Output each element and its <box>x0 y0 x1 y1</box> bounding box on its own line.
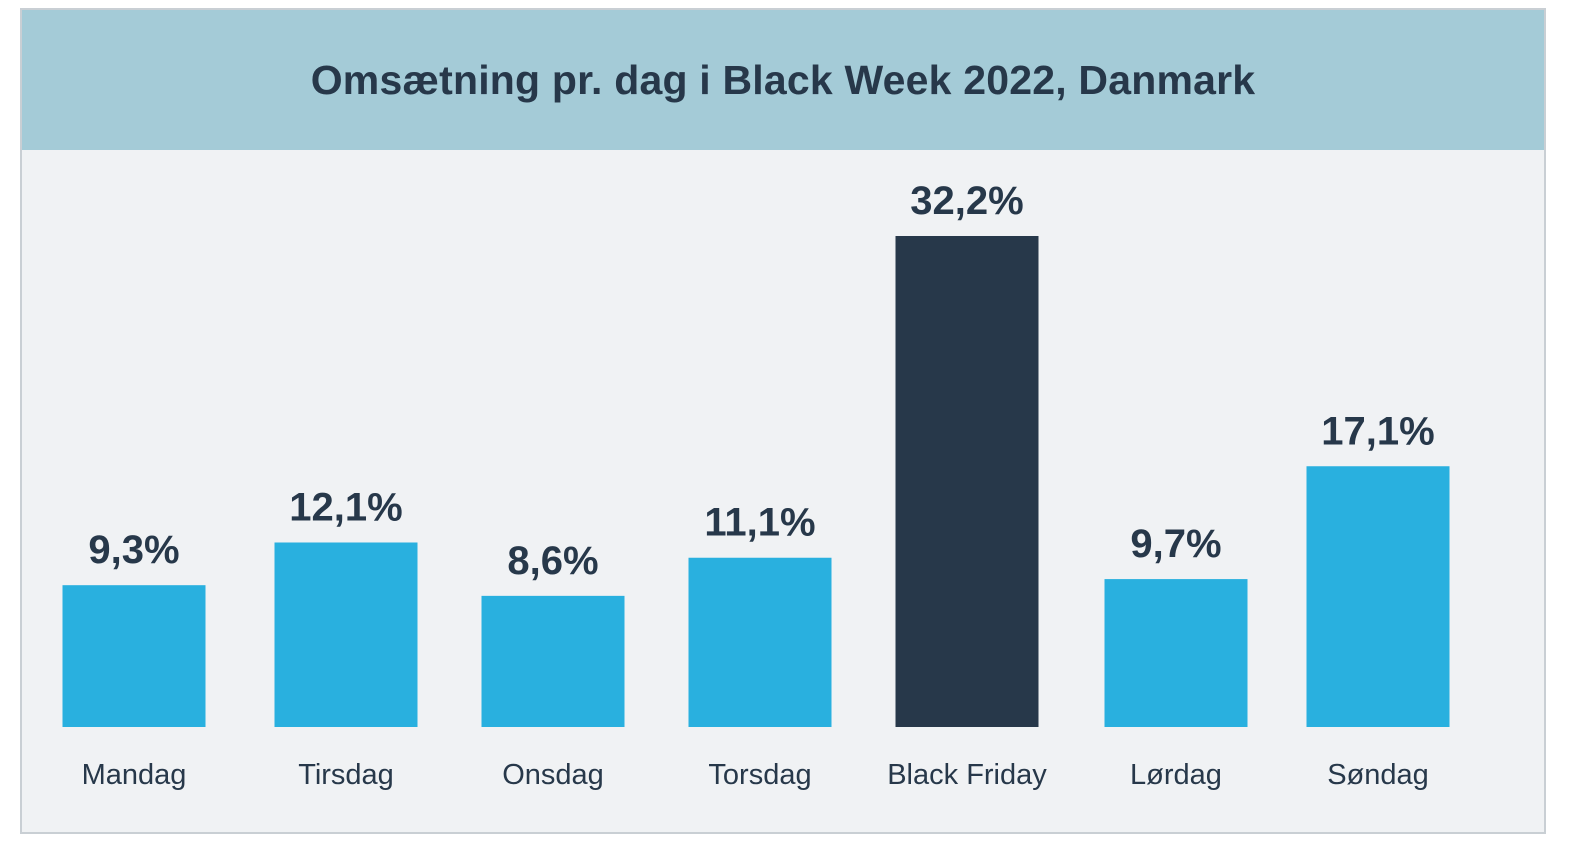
value-label: 11,1% <box>704 501 815 545</box>
value-label: 32,2% <box>910 179 1023 223</box>
bar-mandag <box>62 585 206 727</box>
chart-header: Omsætning pr. dag i Black Week 2022, Dan… <box>22 10 1544 150</box>
category-label: Søndag <box>1327 759 1429 791</box>
bar-søndag <box>1306 466 1450 727</box>
value-label: 8,6% <box>507 539 598 583</box>
category-label: Lørdag <box>1130 759 1222 791</box>
bar-torsdag <box>688 557 832 727</box>
category-label: Black Friday <box>887 759 1047 791</box>
value-label: 17,1% <box>1321 409 1434 453</box>
chart-card: Omsætning pr. dag i Black Week 2022, Dan… <box>20 8 1546 834</box>
bar-onsdag <box>481 595 625 727</box>
bar-tirsdag <box>274 542 418 727</box>
category-label: Torsdag <box>708 759 811 791</box>
bar-black-friday <box>895 236 1039 727</box>
bar-chart: 9,3% Mandag 12,1% Tirsdag 8,6% Onsdag 11,1% Tor… <box>62 179 1450 791</box>
value-label: 9,3% <box>88 528 179 572</box>
category-label: Mandag <box>82 759 187 791</box>
category-label: Onsdag <box>502 759 604 791</box>
chart-title: Omsætning pr. dag i Black Week 2022, Dan… <box>310 56 1256 103</box>
value-label: 9,7% <box>1130 522 1221 566</box>
category-label: Tirsdag <box>298 759 394 791</box>
bar-lørdag <box>1104 579 1248 727</box>
value-label: 12,1% <box>289 485 402 529</box>
